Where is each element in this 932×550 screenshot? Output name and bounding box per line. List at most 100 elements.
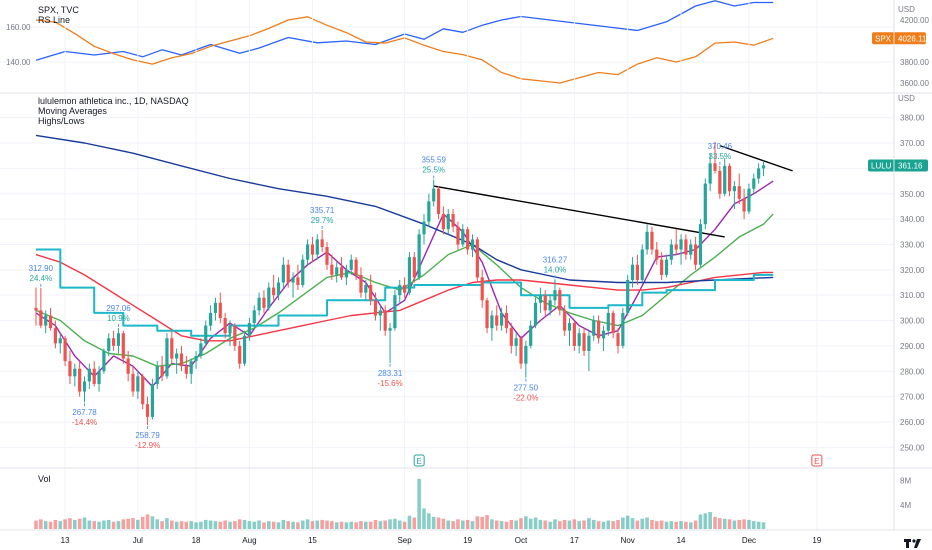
candle-body — [732, 186, 736, 192]
volume-bar — [446, 520, 451, 529]
earnings-marker-box — [413, 454, 425, 467]
volume-bar — [257, 520, 261, 529]
candle-body — [664, 259, 669, 275]
volume-bar — [417, 478, 421, 529]
volume-bar — [354, 522, 358, 529]
time-axis[interactable]: 13 Jul 18 Aug 15 Sep 19 Oct 17 Nov 14 Dec 19 — [61, 536, 822, 545]
candle-body — [92, 368, 96, 384]
volume-bar — [213, 521, 218, 529]
candle-body — [660, 259, 664, 275]
volume-bar — [116, 521, 121, 529]
candle-body — [296, 277, 300, 286]
candle-body — [116, 333, 121, 346]
volume-bar — [655, 521, 659, 529]
volume-bar — [315, 520, 320, 529]
volume-bar — [34, 520, 38, 529]
volume-bar — [397, 520, 402, 529]
volume-bar — [223, 520, 227, 529]
candle-body — [136, 376, 140, 392]
volume-bar — [77, 518, 82, 529]
volume-bar — [179, 521, 184, 529]
candle-body — [645, 231, 649, 250]
candle-body — [291, 277, 295, 283]
price-tick-label: 340.00 — [900, 215, 925, 224]
candle-body — [446, 214, 450, 230]
volume-bar — [305, 519, 310, 529]
candle-body — [538, 295, 542, 303]
volume-bar — [533, 517, 538, 529]
candle-body — [378, 310, 382, 316]
volume-bar — [611, 521, 615, 529]
high-percent-label: 29.7% — [311, 216, 334, 225]
volume-bar — [436, 517, 441, 529]
candle-body — [339, 267, 344, 278]
trendline — [433, 185, 725, 238]
volume-bar — [233, 521, 237, 529]
candle-body — [349, 259, 353, 270]
time-tick-label: Sep — [397, 536, 412, 545]
low-percent-label: -14.4% — [72, 418, 97, 427]
candle-body — [407, 257, 412, 293]
candle-body — [63, 338, 67, 362]
candle-body — [170, 338, 174, 359]
high-price-label: 297.06 — [106, 304, 131, 313]
volume-bar — [82, 517, 87, 529]
candle-body — [533, 302, 538, 326]
rs-right-unit: USD — [898, 5, 915, 14]
candle-body — [209, 312, 213, 326]
volume-bar — [528, 518, 533, 529]
volume-bar — [208, 520, 213, 529]
volume-bar — [58, 521, 63, 529]
candle-body — [689, 244, 693, 255]
candle-body — [325, 247, 329, 265]
candle-body — [621, 312, 625, 346]
candle-body — [582, 333, 586, 351]
rs-panel-subtitle: RS Line — [38, 15, 70, 25]
candle-body — [373, 300, 378, 316]
volume-bar — [296, 522, 300, 529]
moving-average-line — [35, 253, 774, 342]
volume-bar — [349, 521, 354, 529]
volume-bar — [465, 519, 470, 529]
low-price-label: 258.79 — [135, 431, 160, 440]
spx-badge-symbol: SPX — [875, 34, 892, 43]
candle-body — [475, 239, 479, 278]
candle-body — [495, 315, 499, 326]
volume-bar — [43, 521, 48, 529]
volume-bar — [281, 519, 286, 529]
low-price-label: 267.78 — [72, 408, 97, 417]
low-price-label: 283.31 — [378, 369, 403, 378]
volume-bar — [475, 516, 480, 529]
volume-bar — [330, 521, 334, 529]
volume-bar — [562, 519, 567, 529]
volume-bar — [189, 521, 193, 529]
volume-bar — [582, 520, 586, 529]
candle-body — [272, 287, 276, 296]
candle-body — [107, 338, 111, 351]
volume-bar — [63, 519, 67, 529]
volume-bar — [587, 518, 591, 529]
volume-bar — [194, 522, 198, 529]
candle-body — [73, 368, 77, 377]
volume-bar — [393, 518, 397, 529]
price-tick-label: 380.00 — [900, 114, 925, 123]
volume-panel[interactable]: Vol 8M 4M — [34, 474, 911, 529]
candle-body — [592, 320, 596, 336]
spx-badge-price: 4026.11 — [898, 34, 927, 43]
high-percent-label: 33.5% — [709, 152, 732, 161]
candle-body — [58, 338, 62, 344]
candlesticks — [34, 141, 766, 426]
candle-body — [451, 214, 455, 227]
price-tick-label: 270.00 — [900, 393, 925, 402]
candle-body — [432, 188, 436, 202]
rs-panel[interactable]: SPX, TVC RS Line 160.00 140.00 USD 4200.0… — [0, 0, 929, 88]
candle-body — [247, 323, 251, 336]
volume-bar — [504, 521, 509, 529]
volume-bar — [480, 516, 484, 529]
volume-axis: 8M 4M — [900, 477, 911, 510]
volume-bar — [140, 516, 145, 529]
volume-bar — [174, 521, 179, 529]
